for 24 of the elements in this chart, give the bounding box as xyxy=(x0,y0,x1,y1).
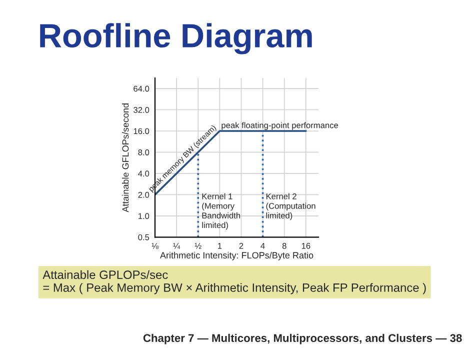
x-axis-title: Arithmetic Intensity: FLOPs/Byte Ratio xyxy=(160,252,314,260)
text: Attainable GPLOPs/sec = Max ( Peak Memory BW × Arithmetic Intensity, Peak FP Performance ) xyxy=(42,270,426,294)
x-tick-label: 16 xyxy=(302,242,310,249)
x-tick-label: ½ xyxy=(194,243,202,249)
y-tick-label: 8.0 xyxy=(138,149,150,156)
y-tick-label: 0.5 xyxy=(138,234,150,240)
y-axis-title: Attainable GFLOPs/second xyxy=(122,104,129,212)
y-tick-label: 1.0 xyxy=(138,213,150,220)
x-tick-label: 1 xyxy=(218,243,222,249)
annotation: Kernel 1 (Memory Bandwidth limited) xyxy=(202,193,240,230)
text: Chapter 7 — Multicores, Multiprocessors, and Clusters — 38 xyxy=(143,334,462,344)
annotation: Kernel 2 (Computation limited) xyxy=(266,193,316,220)
y-tick-label: 16.0 xyxy=(134,128,150,134)
annotation: peak floating-point performance xyxy=(222,122,338,130)
x-tick-label: 4 xyxy=(260,243,265,249)
y-tick-label: 2.0 xyxy=(138,192,150,198)
y-tick-label: 32.0 xyxy=(134,106,150,113)
x-tick-label: ¼ xyxy=(173,243,180,249)
x-tick-label: 8 xyxy=(282,242,286,249)
chart-title: Roofline Diagram xyxy=(40,23,312,54)
y-tick-label: 64.0 xyxy=(134,86,150,92)
y-tick-label: 4.0 xyxy=(138,170,150,177)
x-tick-label: 2 xyxy=(239,242,244,249)
x-tick-label: ⅛ xyxy=(152,243,158,249)
